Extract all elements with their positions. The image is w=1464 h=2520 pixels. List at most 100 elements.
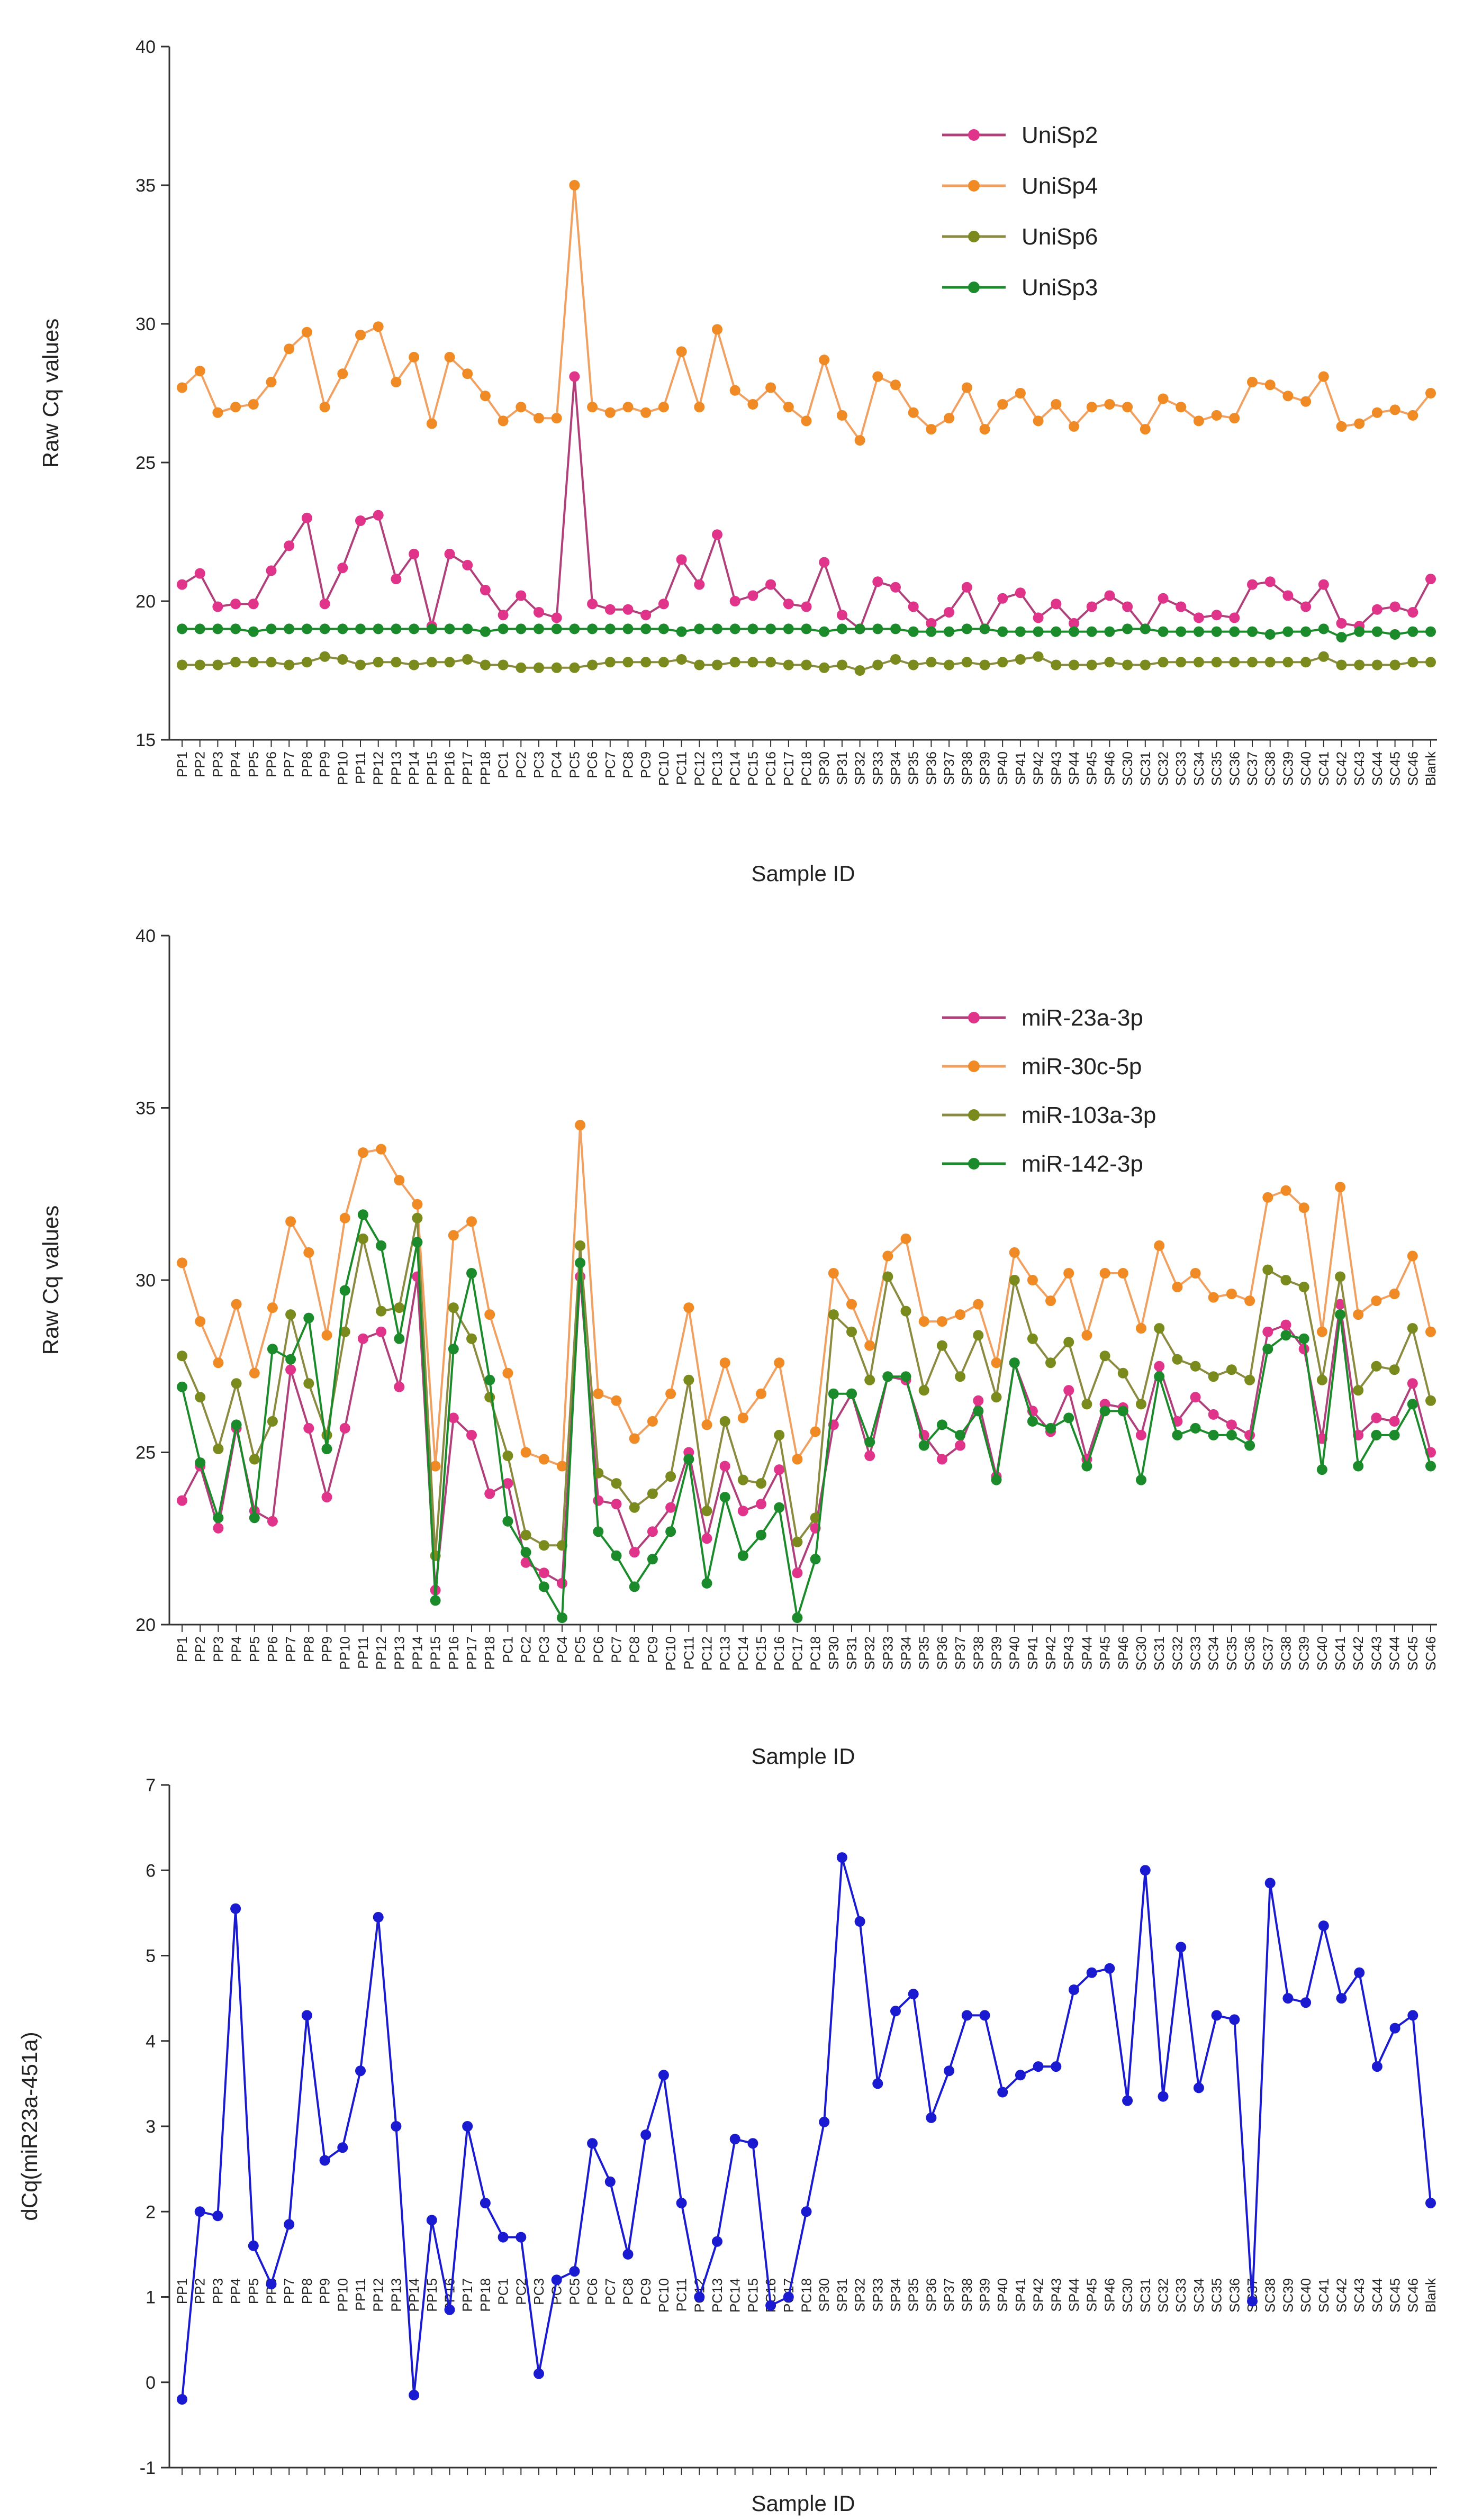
data-point-unisp6-pc18 bbox=[801, 659, 812, 670]
data-point-dcq-mir23a-451a-sp42 bbox=[1033, 2061, 1044, 2072]
x-tick-label-pc4: PC4 bbox=[554, 1636, 570, 1663]
data-point-unisp2-pp6 bbox=[266, 565, 277, 576]
data-point-mir-142-3p-pc3 bbox=[538, 1581, 549, 1592]
data-point-unisp3-pp16 bbox=[444, 623, 455, 634]
x-tick-label-sp42: SP42 bbox=[1031, 2278, 1046, 2312]
y-tick-label: 0 bbox=[146, 2373, 156, 2393]
data-point-unisp6-sp43 bbox=[1051, 659, 1062, 670]
data-point-unisp3-pc5 bbox=[569, 623, 580, 634]
data-point-unisp4-pc18 bbox=[801, 415, 812, 427]
data-point-unisp6-pc6 bbox=[587, 659, 598, 670]
data-point-mir-103a-3p-sp35 bbox=[918, 1385, 929, 1396]
data-point-mir-23a-3p-pc14 bbox=[737, 1506, 748, 1517]
series-line-unisp4 bbox=[181, 184, 1432, 442]
data-point-unisp3-sp45 bbox=[1086, 626, 1097, 637]
x-tick-label-sc30: SC30 bbox=[1133, 1636, 1149, 1671]
data-point-mir-142-3p-pp16 bbox=[448, 1344, 459, 1355]
data-point-unisp2-sp40 bbox=[997, 593, 1008, 604]
data-point-mir-103a-3p-pp1 bbox=[177, 1350, 187, 1362]
x-tick-label-sc37: SC37 bbox=[1244, 751, 1260, 786]
data-point-mir-23a-3p-pp12 bbox=[376, 1326, 387, 1337]
data-point-unisp4-pp9 bbox=[319, 402, 330, 413]
x-tick-label-sp37: SP37 bbox=[941, 751, 957, 785]
data-point-mir-23a-3p-sc38 bbox=[1280, 1319, 1291, 1330]
data-point-mir-142-3p-pp11 bbox=[357, 1209, 368, 1220]
data-point-mir-142-3p-sc42 bbox=[1353, 1461, 1364, 1472]
data-point-mir-23a-3p-sp37 bbox=[955, 1440, 966, 1451]
data-point-mir-103a-3p-pc11 bbox=[683, 1374, 694, 1385]
y-tick-label: 25 bbox=[135, 1443, 156, 1463]
data-point-mir-23a-3p-sc45 bbox=[1407, 1378, 1418, 1389]
x-tick-label-sc33: SC33 bbox=[1188, 1636, 1204, 1671]
x-tick-label-sp35: SP35 bbox=[906, 2278, 921, 2312]
data-point-mir-142-3p-sp42 bbox=[1045, 1422, 1056, 1434]
data-point-mir-30c-5p-pc2 bbox=[520, 1447, 531, 1458]
data-point-unisp2-pp8 bbox=[301, 512, 312, 523]
data-point-mir-142-3p-sp41 bbox=[1027, 1416, 1038, 1427]
data-point-mir-103a-3p-pc14 bbox=[737, 1474, 748, 1485]
data-point-dcq-mir23a-451a-sc36 bbox=[1229, 2014, 1240, 2025]
data-point-dcq-mir23a-451a-sp41 bbox=[1015, 2070, 1026, 2081]
data-point-unisp6-pp6 bbox=[266, 657, 277, 668]
legend-marker-mir-30c-5p bbox=[968, 1060, 980, 1072]
data-point-mir-142-3p-pp14 bbox=[412, 1237, 423, 1248]
data-point-unisp2-sc33 bbox=[1176, 601, 1187, 612]
x-tick-label-pp4: PP4 bbox=[229, 1636, 245, 1662]
data-point-mir-103a-3p-sp39 bbox=[991, 1392, 1002, 1403]
data-point-dcq-mir23a-451a-pp4 bbox=[230, 1903, 241, 1914]
data-point-unisp4-sc37 bbox=[1247, 377, 1258, 387]
legend-label-mir-103a-3p: miR-103a-3p bbox=[1022, 1102, 1156, 1128]
data-point-unisp2-pp16 bbox=[444, 548, 455, 559]
data-point-mir-142-3p-sc35 bbox=[1226, 1429, 1237, 1440]
x-tick-label-pp11: PP11 bbox=[353, 2278, 368, 2311]
legend-marker-mir-142-3p bbox=[968, 1158, 980, 1170]
data-point-unisp4-sc42 bbox=[1336, 421, 1347, 432]
data-point-dcq-mir23a-451a-pc18 bbox=[801, 2206, 812, 2217]
data-point-unisp6-pc4 bbox=[551, 662, 562, 673]
data-point-unisp4-pc1 bbox=[498, 415, 509, 427]
x-tick-label-sp36: SP36 bbox=[923, 751, 939, 785]
x-tick-label-pp15: PP15 bbox=[424, 751, 440, 785]
x-tick-label-sp34: SP34 bbox=[888, 2278, 903, 2312]
data-point-dcq-mir23a-451a-pp11 bbox=[355, 2065, 366, 2077]
data-point-unisp3-sc42 bbox=[1336, 632, 1347, 643]
data-point-mir-23a-3p-sp36 bbox=[936, 1454, 947, 1465]
y-tick-label: 5 bbox=[146, 1946, 156, 1966]
data-point-dcq-mir23a-451a-pc11 bbox=[676, 2198, 687, 2209]
data-point-dcq-mir23a-451a-pp6 bbox=[266, 2279, 277, 2290]
data-point-unisp2-pc10 bbox=[658, 599, 669, 610]
data-point-mir-103a-3p-pc5 bbox=[575, 1240, 586, 1251]
data-point-unisp4-pc3 bbox=[534, 413, 544, 424]
data-point-unisp4-pc16 bbox=[765, 382, 776, 393]
legend-marker-unisp6 bbox=[968, 231, 980, 242]
data-point-dcq-mir23a-451a-pp16 bbox=[444, 2304, 455, 2315]
data-point-mir-103a-3p-sp36 bbox=[936, 1340, 947, 1351]
x-tick-label-pp12: PP12 bbox=[373, 1636, 389, 1670]
data-point-unisp4-pc15 bbox=[747, 399, 758, 410]
data-point-unisp6-sc37 bbox=[1247, 657, 1258, 668]
data-point-unisp2-pc3 bbox=[534, 607, 544, 618]
series-mir-142-3p bbox=[177, 1209, 1436, 1623]
data-point-unisp6-pp14 bbox=[409, 659, 420, 670]
data-point-unisp3-pp1 bbox=[177, 623, 187, 634]
data-point-unisp4-sp30 bbox=[819, 355, 830, 366]
data-point-unisp6-sp41 bbox=[1015, 654, 1026, 665]
x-tick-label-sc46: SC46 bbox=[1405, 751, 1421, 786]
data-point-unisp6-pp2 bbox=[194, 659, 205, 670]
data-point-mir-103a-3p-pp6 bbox=[267, 1416, 278, 1427]
data-point-mir-142-3p-pp3 bbox=[213, 1512, 224, 1524]
data-point-mir-142-3p-sc36 bbox=[1244, 1440, 1255, 1451]
x-tick-label-sc40: SC40 bbox=[1298, 751, 1314, 786]
x-tick-label-sc31: SC31 bbox=[1137, 2278, 1153, 2313]
data-point-mir-142-3p-sp35 bbox=[918, 1440, 929, 1451]
x-tick-label-pp16: PP16 bbox=[446, 1636, 462, 1670]
data-point-unisp4-sc31 bbox=[1140, 424, 1151, 435]
data-point-unisp3-sp32 bbox=[854, 623, 865, 634]
data-point-mir-23a-3p-pp9 bbox=[321, 1492, 332, 1503]
data-point-unisp4-blank bbox=[1425, 388, 1436, 398]
data-point-mir-142-3p-sc46 bbox=[1425, 1461, 1436, 1472]
x-tick-label-sp31: SP31 bbox=[834, 2278, 850, 2312]
data-point-mir-103a-3p-sc42 bbox=[1353, 1385, 1364, 1396]
data-point-dcq-mir23a-451a-pp5 bbox=[248, 2240, 259, 2251]
x-tick-label-pc4: PC4 bbox=[549, 751, 565, 778]
